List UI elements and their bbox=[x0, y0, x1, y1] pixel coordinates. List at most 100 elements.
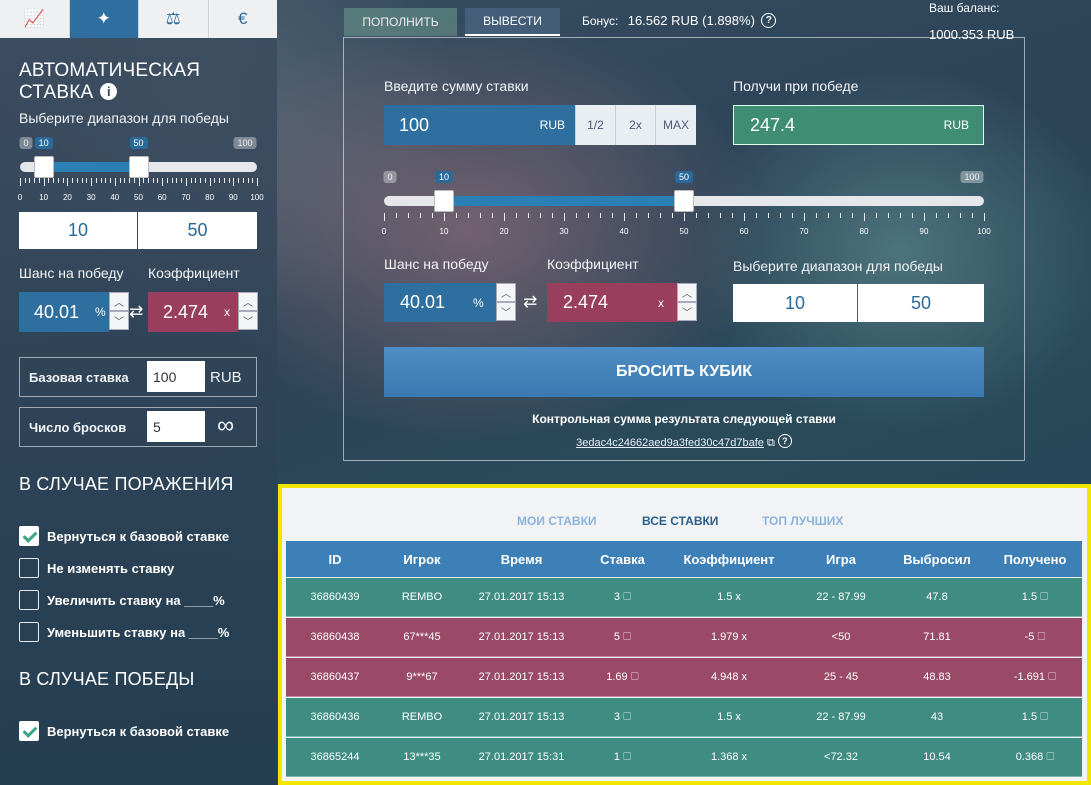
table-tab[interactable]: ТОП ЛУЧШИХ bbox=[762, 514, 844, 528]
table-cell: 36865244 bbox=[310, 751, 360, 763]
slider-low-handle[interactable] bbox=[33, 156, 54, 178]
chevron-down-icon[interactable]: ﹀ bbox=[496, 302, 516, 321]
slider-tick bbox=[888, 213, 889, 218]
coefficient-stepper[interactable]: ︿ ﹀ bbox=[238, 292, 258, 330]
slider-tick bbox=[396, 213, 397, 218]
checkbox[interactable] bbox=[19, 590, 39, 610]
slider-tick bbox=[408, 213, 409, 218]
slider-tick-label: 10 bbox=[39, 193, 49, 202]
checkbox[interactable] bbox=[19, 526, 39, 546]
chance-stepper[interactable]: ︿ ﹀ bbox=[109, 292, 129, 330]
checkbox[interactable] bbox=[19, 721, 39, 741]
chevron-up-icon[interactable]: ︿ bbox=[677, 283, 697, 302]
chevron-down-icon[interactable]: ﹀ bbox=[677, 302, 697, 321]
column-header[interactable]: Игра bbox=[826, 551, 856, 567]
euro-icon: € bbox=[238, 9, 248, 28]
slider-high-handle[interactable] bbox=[128, 156, 149, 178]
slider-tick-label: 60 bbox=[157, 193, 167, 202]
swap-icon[interactable]: ⇄ bbox=[129, 302, 144, 321]
column-header[interactable]: Коэффициент bbox=[683, 551, 775, 567]
main-coefficient-stepper[interactable]: ︿ ﹀ bbox=[677, 283, 697, 321]
bet-amount-label: Введите сумму ставки bbox=[384, 78, 529, 94]
slider-tick bbox=[636, 213, 637, 218]
slider-tick bbox=[86, 178, 88, 183]
auto-bet-title: АВТОМАТИЧЕСКАЯ СТАВКА i bbox=[19, 60, 201, 103]
slider-high-handle[interactable] bbox=[674, 190, 694, 212]
column-header[interactable]: Получено bbox=[1003, 551, 1067, 567]
win-range-slider[interactable]: 0 100 10 50 0 10 20 30 40 50 60 70 80 90 100 bbox=[18, 137, 264, 207]
checkbox[interactable] bbox=[19, 558, 39, 578]
table-tab[interactable]: МОИ СТАВКИ bbox=[517, 514, 597, 528]
double-bet-button[interactable]: 2x bbox=[615, 105, 655, 145]
slider-tick-label: 80 bbox=[859, 227, 869, 236]
info-icon[interactable]: i bbox=[100, 83, 118, 100]
tab-fairness[interactable]: ⚖ bbox=[139, 0, 209, 38]
rolls-input[interactable]: 5 bbox=[147, 411, 205, 442]
column-header[interactable]: ID bbox=[328, 551, 342, 567]
table-cell: 13***35 bbox=[403, 751, 441, 763]
main-chance-input[interactable]: 40.01% bbox=[384, 283, 496, 322]
coefficient-input[interactable]: 2.474 x bbox=[148, 292, 238, 332]
max-bet-button[interactable]: MAX bbox=[655, 105, 696, 145]
main-range-slider[interactable]: 0 100 10 50 0 10 20 30 40 50 60 70 80 90 100 bbox=[382, 171, 991, 241]
tab-auto-bet[interactable]: ✦ bbox=[69, 0, 139, 38]
column-header[interactable]: Ставка bbox=[600, 551, 645, 567]
tab-stats[interactable]: 📈 bbox=[0, 0, 70, 38]
checksum-link[interactable]: 3edac4c24662aed9a3fed30c47d7bafe bbox=[576, 437, 764, 449]
chevron-up-icon[interactable]: ︿ bbox=[238, 292, 258, 311]
tab-currency[interactable]: € bbox=[209, 0, 278, 38]
chance-input[interactable]: 40.01% bbox=[19, 292, 109, 332]
main-chance-stepper[interactable]: ︿ ﹀ bbox=[496, 283, 516, 321]
copy-icon[interactable]: ⧉ bbox=[766, 437, 775, 449]
range-to-input[interactable]: 50 bbox=[138, 212, 257, 249]
main-range-from[interactable]: 10 bbox=[733, 284, 857, 322]
slider-tick-label: 40 bbox=[619, 227, 629, 236]
column-header[interactable]: Игрок bbox=[403, 551, 441, 567]
slider-tick bbox=[157, 178, 159, 183]
range-from-input[interactable]: 10 bbox=[19, 212, 137, 249]
table-cell: 36860439 bbox=[310, 591, 360, 603]
slider-tick-label: 30 bbox=[559, 227, 569, 236]
help-icon[interactable]: ? bbox=[761, 13, 777, 28]
checkbox[interactable] bbox=[19, 622, 39, 642]
checkbox-label: Увеличить ставку на ____% bbox=[47, 593, 225, 608]
bet-amount-input[interactable]: 100 RUB bbox=[384, 105, 575, 145]
slider-low-handle[interactable] bbox=[434, 190, 454, 212]
chevron-up-icon[interactable]: ︿ bbox=[109, 292, 129, 311]
deposit-button[interactable]: ПОПОЛНИТЬ bbox=[344, 8, 457, 36]
help-icon[interactable]: ? bbox=[777, 434, 792, 448]
main-coefficient-input[interactable]: 2.474 x bbox=[547, 283, 677, 322]
chance-label: Шанс на победу bbox=[19, 265, 124, 281]
slider-tick bbox=[672, 213, 673, 218]
slider-tick-label: 30 bbox=[86, 193, 96, 202]
roll-dice-button[interactable]: БРОСИТЬ КУБИК bbox=[384, 347, 984, 397]
table-cell: 3 🗆 bbox=[613, 590, 632, 603]
slider-low-label: 10 bbox=[34, 137, 53, 149]
column-header[interactable]: Время bbox=[500, 551, 543, 567]
table-cell: 25 - 45 bbox=[823, 671, 859, 683]
checkbox-label: Уменьшить ставку на ____% bbox=[47, 625, 230, 640]
slider-tick bbox=[91, 178, 93, 186]
chevron-up-icon[interactable]: ︿ bbox=[496, 283, 516, 302]
chevron-down-icon[interactable]: ﹀ bbox=[109, 311, 129, 330]
infinity-toggle[interactable]: ∞ bbox=[217, 412, 235, 439]
half-bet-button[interactable]: 1/2 bbox=[575, 105, 615, 145]
base-bet-input[interactable]: 100 bbox=[147, 361, 205, 392]
main-range-to[interactable]: 50 bbox=[858, 284, 984, 322]
table-cell: 71.81 bbox=[923, 631, 951, 643]
withdraw-button[interactable]: ВЫВЕСТИ bbox=[465, 8, 560, 36]
slider-tick bbox=[171, 178, 173, 183]
slider-tick bbox=[242, 178, 244, 183]
table-cell: 1.5 🗆 bbox=[1021, 710, 1049, 723]
slider-tick bbox=[29, 178, 31, 183]
column-header[interactable]: Выбросил bbox=[903, 551, 971, 567]
slider-tick bbox=[924, 213, 925, 221]
table-cell: 1.5 🗆 bbox=[1021, 590, 1049, 603]
table-tab[interactable]: ВСЕ СТАВКИ bbox=[642, 514, 719, 528]
chevron-down-icon[interactable]: ﹀ bbox=[238, 311, 258, 330]
slider-tick bbox=[24, 178, 26, 183]
slider-tick-label: 90 bbox=[228, 193, 238, 202]
table-cell: 3 🗆 bbox=[613, 710, 632, 723]
main-range-label: Выберите диапазон для победы bbox=[733, 258, 943, 274]
swap-icon[interactable]: ⇄ bbox=[523, 292, 538, 311]
